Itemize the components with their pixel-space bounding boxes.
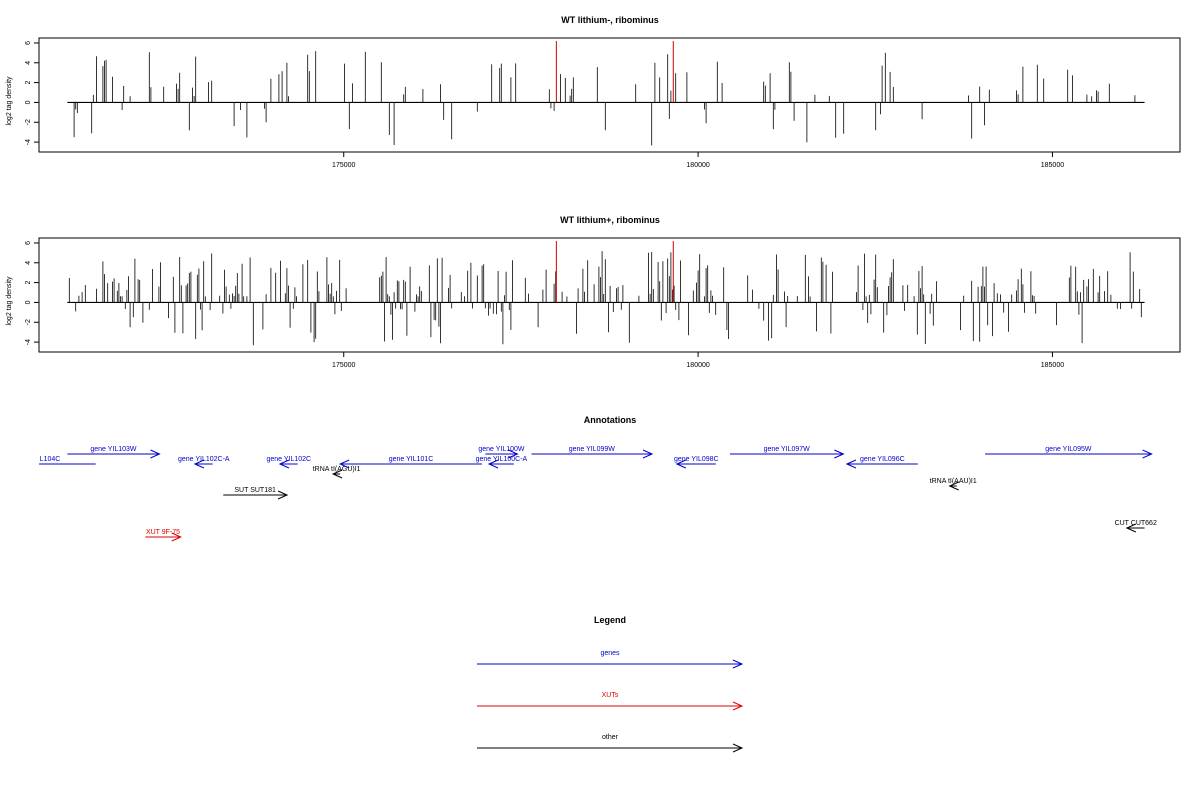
y-axis-label: log2 tag density [6,76,13,126]
y-tick-label: 6 [25,41,32,45]
arrow-head-icon [193,459,205,469]
legend-label: other [602,734,619,741]
arrow-head-icon [150,449,161,459]
feature-label: gene YIL098C [674,456,719,463]
feature-label: gene YIL100C-A [476,456,528,463]
x-tick-label: 180000 [686,162,709,169]
y-tick-label: -4 [25,139,32,145]
arrow-head-icon [331,469,343,479]
x-tick-label: 180000 [686,362,709,369]
feature-genes: gene YIL098C [674,456,719,469]
arrow-head-icon [732,659,744,669]
feature-label: tRNA tI(AAU)I1 [930,478,977,485]
panel-title: WT lithium+, ribominus [560,215,660,225]
plot-frame [38,237,1181,353]
x-axis: 175000 180000 185000 [332,152,1064,169]
y-tick-label: 2 [25,81,32,85]
track-panel-lithium-plus: WT lithium+, ribominus log2 tag density … [6,215,1181,369]
legend-label: XUTs [602,692,619,699]
y-tick-label: 6 [25,241,32,245]
arrow-head-icon [508,449,519,459]
arrow-head-icon [278,459,290,469]
legend: Legend genes XUTs other [477,615,744,753]
feature-label: gene YIL102C [266,456,311,463]
feature-label: gene YIL101C [389,456,434,463]
feature-label: gene YIL100W [478,446,525,453]
y-axis-label: log2 tag density [6,276,13,326]
feature-other: CUT CUT662 [1115,520,1157,533]
bar-series [67,240,1145,346]
plot-frame [38,37,1181,153]
feature-genes: gene YIL102C [266,456,311,469]
annotations-title: Annotations [584,415,637,425]
feature-genes: L104C [39,456,96,465]
y-tick-label: 4 [25,261,32,265]
arrow-head-icon [732,743,744,753]
y-tick-label: -2 [25,319,32,325]
feature-label: gene YIL099W [569,446,616,453]
arrow-head-icon [171,532,182,542]
y-tick-label: 0 [25,300,32,304]
panel-title: WT lithium-, ribominus [561,15,659,25]
legend-items: genes XUTs other [477,650,744,753]
y-tick-label: 0 [25,100,32,104]
feature-tracks: L104C gene YIL103W gene YIL102C-A gene YIL1… [39,446,1157,542]
feature-xuts: XUT 9F-75 [145,529,182,542]
feature-genes: gene YIL095W [985,446,1153,459]
bar-series [67,40,1145,146]
feature-label: CUT CUT662 [1115,520,1157,527]
feature-label: gene YIL097W [764,446,811,453]
y-axis: -4 -2 0 2 4 6 [25,41,39,145]
x-tick-label: 175000 [332,162,355,169]
y-axis: -4 -2 0 2 4 6 [25,241,39,345]
x-tick-label: 185000 [1041,362,1064,369]
feature-genes: gene YIL103W [67,446,161,459]
y-tick-label: -4 [25,339,32,345]
feature-label: gene YIL103W [90,446,137,453]
y-tick-label: 4 [25,61,32,65]
feature-genes: gene YIL100C-A [476,456,528,469]
arrow-head-icon [948,481,959,491]
feature-other: tRNA tI(AGU)I1 [313,466,361,479]
arrow-head-icon [845,459,857,469]
y-tick-label: -2 [25,119,32,125]
legend-title: Legend [594,615,626,625]
feature-other: tRNA tI(AAU)I1 [930,478,977,491]
x-tick-label: 185000 [1041,162,1064,169]
feature-genes: gene YIL099W [531,446,654,459]
feature-label: tRNA tI(AGU)I1 [313,466,361,473]
arrow-head-icon [1142,449,1153,459]
feature-label: L104C [40,456,61,463]
arrow-head-icon [1125,523,1137,533]
arrow-head-icon [675,459,687,469]
feature-genes: gene YIL096C [845,456,918,469]
feature-label: gene YIL102C-A [178,456,230,463]
feature-other: SUT SUT181 [223,487,289,500]
feature-label: gene YIL095W [1045,446,1092,453]
feature-genes: gene YIL101C [338,456,482,469]
arrow-head-icon [277,490,289,500]
legend-label: genes [600,650,620,657]
feature-genes: gene YIL097W [729,446,845,459]
y-tick-label: 2 [25,281,32,285]
arrow-head-icon [834,449,845,459]
annotations-panel: Annotations L104C gene YIL103W gene YIL102… [39,415,1157,542]
x-axis: 175000 180000 185000 [332,352,1064,369]
feature-label: XUT 9F-75 [146,529,180,536]
feature-label: gene YIL096C [860,456,905,463]
arrow-head-icon [732,701,744,711]
x-tick-label: 175000 [332,362,355,369]
feature-genes: gene YIL102C-A [178,456,230,469]
feature-label: SUT SUT181 [234,487,276,494]
track-panel-lithium-minus: WT lithium-, ribominus log2 tag density … [6,15,1181,169]
feature-genes: gene YIL100W [478,446,525,459]
legend-item: XUTs [477,692,744,711]
arrow-head-icon [642,449,654,459]
legend-item: genes [477,650,744,669]
arrow-head-icon [338,459,350,469]
arrow-head-icon [487,459,499,469]
legend-item: other [477,734,744,753]
